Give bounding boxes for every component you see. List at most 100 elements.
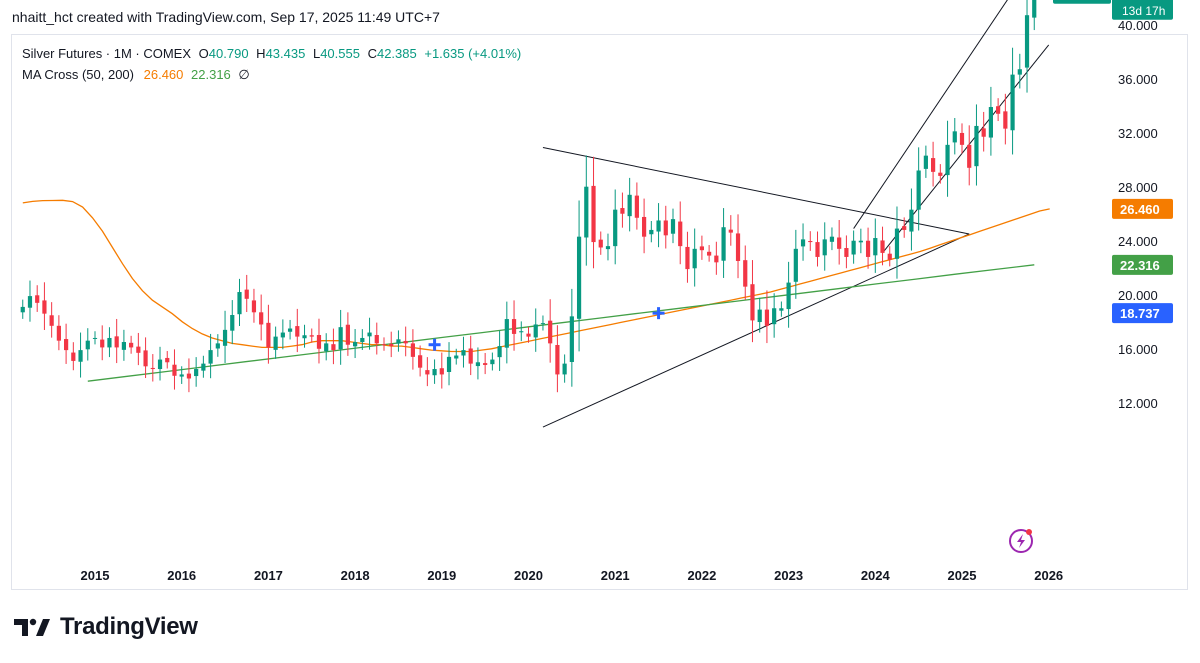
candle bbox=[714, 241, 719, 275]
candle bbox=[439, 352, 444, 389]
price-tick-label: 24.000 bbox=[1118, 234, 1158, 249]
candle-body bbox=[555, 344, 560, 375]
candle-body bbox=[902, 226, 907, 230]
candle bbox=[988, 86, 993, 156]
candle-body bbox=[584, 186, 589, 238]
price-tick-label: 32.000 bbox=[1118, 126, 1158, 141]
candle-body bbox=[649, 229, 654, 235]
candle bbox=[793, 229, 798, 299]
candle-body bbox=[815, 242, 820, 257]
trendline bbox=[853, 0, 1008, 229]
candle bbox=[974, 104, 979, 186]
trendline bbox=[542, 233, 970, 428]
lightning-icon[interactable] bbox=[1009, 529, 1033, 553]
candle-body bbox=[410, 343, 415, 357]
candle bbox=[772, 293, 777, 338]
candle bbox=[251, 288, 257, 323]
candle-body bbox=[92, 337, 98, 339]
candle bbox=[894, 206, 900, 279]
candle bbox=[786, 261, 791, 328]
symbol-legend-row[interactable]: Silver Futures · 1M · COMEX O40.790 H43.… bbox=[22, 43, 521, 64]
candle-body bbox=[707, 251, 712, 256]
candle-body bbox=[266, 322, 271, 348]
candle bbox=[1010, 47, 1015, 155]
time-axis[interactable]: 2015 2016 2017 2018 2019 2020 2021 2022 2023 2024… bbox=[81, 568, 1064, 583]
candle bbox=[967, 125, 972, 186]
low-value: 40.555 bbox=[320, 46, 360, 61]
hidden-indicator-icon[interactable]: ∅ bbox=[238, 67, 250, 82]
candle bbox=[461, 336, 466, 368]
candle-body bbox=[656, 220, 661, 232]
candle bbox=[331, 328, 336, 365]
candle-body bbox=[714, 255, 719, 263]
candle-body bbox=[302, 335, 307, 339]
candle bbox=[345, 312, 350, 356]
candle bbox=[931, 141, 936, 187]
candle bbox=[938, 164, 943, 184]
candle-body bbox=[439, 368, 444, 375]
candle bbox=[42, 282, 47, 330]
candle-body bbox=[353, 342, 358, 347]
candle bbox=[808, 231, 813, 251]
candle-body bbox=[85, 340, 90, 350]
candle bbox=[959, 123, 965, 154]
candle-body bbox=[931, 158, 936, 172]
candle bbox=[757, 297, 762, 333]
candle-body bbox=[540, 323, 546, 325]
candle-body bbox=[425, 370, 430, 375]
trendline-layer[interactable] bbox=[542, 0, 1050, 428]
candle-body bbox=[360, 337, 365, 343]
candle-body bbox=[670, 219, 676, 234]
chart-legend: Silver Futures · 1M · COMEX O40.790 H43.… bbox=[22, 43, 521, 85]
chart-frame[interactable] bbox=[11, 34, 1188, 590]
countdown-text: 13d 17h bbox=[1122, 4, 1165, 18]
candle-body bbox=[822, 239, 827, 256]
candle-body bbox=[150, 367, 155, 370]
candle bbox=[678, 201, 683, 265]
candle bbox=[150, 354, 155, 382]
price-axis[interactable]: 12.000 16.000 20.000 24.000 28.000 32.000 36.0… bbox=[1118, 0, 1158, 411]
candle bbox=[634, 182, 639, 230]
candle bbox=[764, 290, 770, 344]
time-tick-label: 2016 bbox=[167, 568, 196, 583]
candle bbox=[410, 329, 415, 370]
candle-body bbox=[1032, 0, 1037, 18]
candle-body bbox=[678, 221, 683, 247]
candle bbox=[916, 147, 921, 231]
candle-body bbox=[945, 144, 950, 176]
candle-body bbox=[808, 240, 813, 243]
candle bbox=[367, 317, 372, 350]
candle-body bbox=[519, 331, 524, 333]
price-tick-label: 20.000 bbox=[1118, 288, 1158, 303]
candle-body bbox=[389, 343, 394, 347]
candle-body bbox=[880, 240, 885, 253]
candle bbox=[663, 205, 668, 249]
candle bbox=[454, 348, 459, 365]
candle bbox=[475, 347, 481, 380]
candle bbox=[735, 214, 741, 279]
candle-body bbox=[172, 364, 177, 376]
candle bbox=[699, 235, 704, 260]
candle-body bbox=[1003, 111, 1008, 129]
candle bbox=[548, 299, 553, 363]
candle-body bbox=[273, 336, 278, 350]
candle bbox=[851, 230, 856, 264]
candle bbox=[584, 155, 589, 266]
time-tick-label: 2018 bbox=[341, 568, 370, 583]
candle-body bbox=[865, 240, 871, 257]
candle-body bbox=[78, 350, 83, 362]
candle-body bbox=[432, 369, 437, 376]
candle-body bbox=[475, 362, 481, 367]
symbol-name[interactable]: Silver Futures · 1M · COMEX bbox=[22, 46, 192, 61]
candle bbox=[519, 321, 524, 342]
candle-body bbox=[974, 125, 979, 167]
candle-body bbox=[504, 319, 509, 348]
candle-body bbox=[237, 292, 242, 315]
candle bbox=[418, 345, 423, 377]
candle bbox=[981, 111, 986, 152]
indicator-legend-row[interactable]: MA Cross (50, 200) 26.460 22.316 ∅ bbox=[22, 64, 521, 85]
candle-body bbox=[909, 209, 914, 232]
indicator-name[interactable]: MA Cross (50, 200) bbox=[22, 67, 134, 82]
candle bbox=[316, 318, 322, 364]
